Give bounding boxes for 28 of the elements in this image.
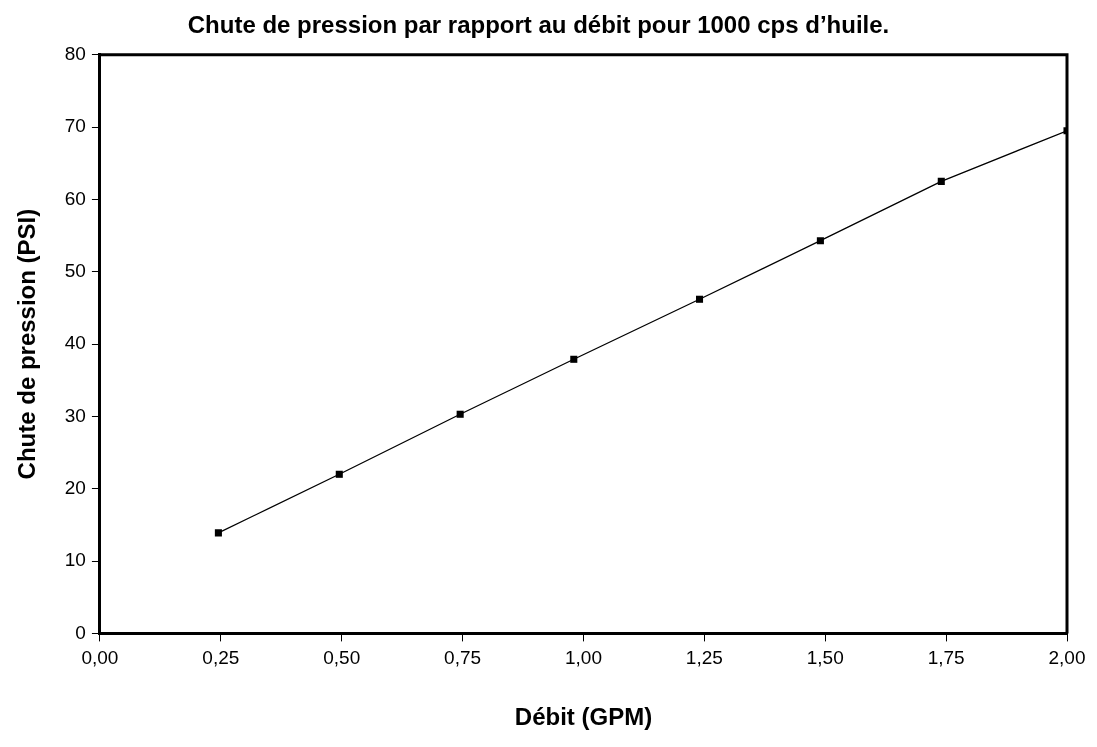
y-tick-label: 40 [64, 332, 86, 354]
x-axis-title: Débit (GPM) [514, 703, 653, 731]
point [937, 177, 945, 185]
point [570, 355, 578, 363]
y-tick-label: 20 [64, 476, 86, 498]
x-tick-label: 1,25 [685, 647, 723, 669]
x-tick-label: 1,50 [806, 647, 844, 669]
y-tick-label: 10 [64, 549, 86, 571]
chart-title: Chute de pression par rapport au débit pour 1000 cps d’huile. [187, 11, 890, 39]
point [456, 410, 464, 418]
point [816, 237, 824, 245]
y-tick-label: 70 [64, 115, 86, 137]
x-tick-label: 1,00 [564, 647, 602, 669]
y-tick-label: 0 [75, 621, 86, 643]
y-tick-label: 30 [64, 404, 86, 426]
x-tick-label: 0,00 [81, 647, 119, 669]
x-tick-label: 2,00 [1048, 647, 1086, 669]
x-tick-label: 0,75 [444, 647, 482, 669]
y-tick-label: 50 [64, 260, 86, 282]
x-tick-label: 0,50 [323, 647, 361, 669]
x-tick-label: 1,75 [927, 647, 965, 669]
y-tick-label: 60 [64, 187, 86, 209]
point [695, 295, 704, 303]
y-axis-title: Chute de pression (PSI) [13, 208, 41, 480]
point [214, 529, 222, 537]
point [335, 470, 343, 478]
x-tick-label: 0,25 [202, 647, 240, 669]
y-tick-label: 80 [64, 43, 86, 65]
